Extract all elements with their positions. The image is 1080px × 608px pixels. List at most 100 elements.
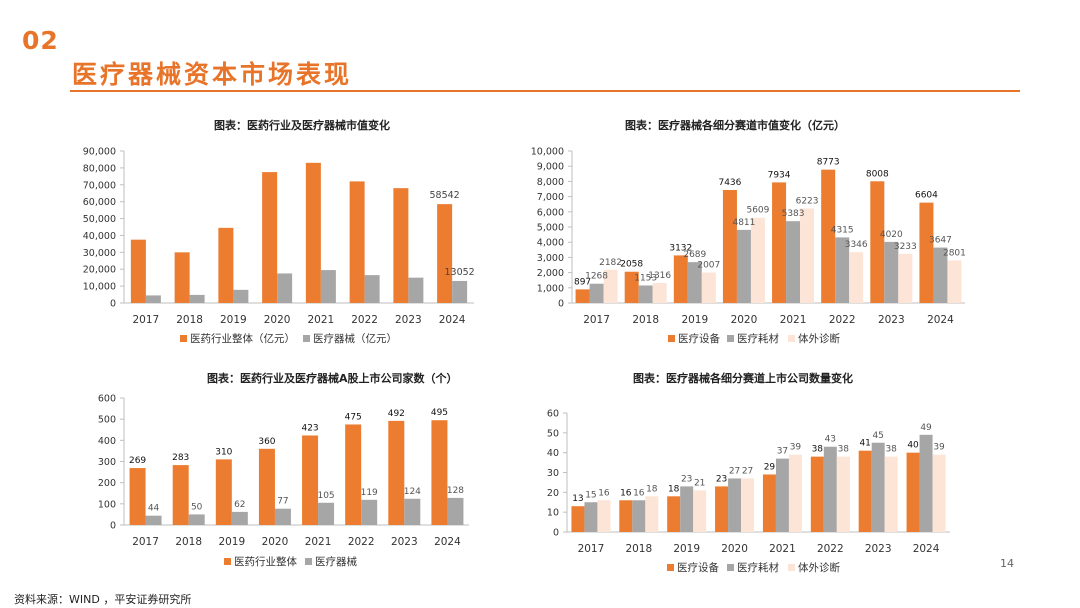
chart1-xtick-label: 2020 [264,314,291,326]
chart3-xtick-label: 2020 [262,536,289,548]
chart2-ytick-label: 7,000 [537,192,564,203]
chart4-xtick-label: 2022 [817,543,844,555]
chart3-xtick-label: 2023 [391,536,418,548]
chart1-bar-0-2020 [262,172,278,303]
chart2-data-label: 3346 [845,240,868,250]
chart3-bar-0-2024 [431,420,448,525]
chart1-bar-1-2019 [233,289,249,303]
chart1-xtick-label: 2017 [133,314,160,326]
chart4-ytick-label: 10 [547,508,559,519]
chart1-ytick-label: 10,000 [83,282,116,293]
chart1-bar-1-2022 [364,275,380,303]
chart2-bar-0-2024 [919,202,934,303]
chart1-bar-0-2023 [393,188,409,303]
chart3-legend-label-1: 医疗器械 [315,555,357,568]
chart2-data-label: 1153 [634,273,657,283]
chart1-xtick-label: 2021 [308,314,335,326]
chart4-data-label: 41 [859,439,870,449]
chart2-bar-1-2019 [687,262,702,303]
chart4-data-label: 16 [598,488,610,498]
chart2-data-label: 4020 [880,230,903,240]
chart2-xtick-label: 2020 [731,314,758,326]
chart4-data-label: 23 [716,474,727,484]
chart4-xtick-label: 2019 [673,543,700,555]
chart4-bar-2-2023 [884,456,898,532]
chart4-data-label: 38 [812,445,824,455]
chart2-xtick-label: 2024 [927,314,954,326]
chart3-data-label: 310 [215,447,232,457]
chart1-ytick-label: 90,000 [83,147,116,158]
chart2-data-label: 2801 [943,248,966,258]
chart1-bar-1-2020 [277,273,293,303]
chart4-data-label: 29 [764,462,776,472]
chart3-bar-1-2021 [318,502,335,525]
chart4-data-label: 39 [933,443,945,453]
chart2-xtick-label: 2023 [878,314,905,326]
chart1-data-label: 58542 [430,190,460,201]
chart4-data-label: 23 [681,474,692,484]
chart3-data-label: 492 [388,409,405,419]
chart3-data-label: 495 [431,408,448,418]
chart4-data-label: 21 [694,478,705,488]
chart4-bar-1-2018 [632,500,646,532]
chart2-legend-label-2: 体外诊断 [798,332,840,345]
chart2-ytick-label: 2,000 [537,268,564,279]
chart3-ytick-label: 500 [98,415,116,426]
chart3-data-label: 77 [277,497,288,507]
chart1-bar-0-2021 [305,162,321,303]
chart3-data-label: 124 [404,487,421,497]
chart2-bar-0-2019 [673,255,688,303]
chart1-legend-swatch-1 [303,335,310,342]
chart2-data-label: 7436 [718,178,741,188]
chart3-ytick-label: 600 [98,394,116,405]
chart1-bar-0-2019 [218,227,234,303]
chart2-data-label: 3132 [669,243,692,253]
chart2-ytick-label: 0 [558,299,564,310]
chart3-legend-swatch-0 [224,558,231,565]
chart4-xtick-label: 2024 [913,543,940,555]
chart3-ytick-label: 300 [98,457,116,468]
chart3-legend-label-0: 医药行业整体 [234,555,297,568]
chart2-data-label: 1316 [648,271,671,281]
chart3-data-label: 269 [129,456,146,466]
chart4-legend-label-1: 医疗耗材 [737,561,779,574]
chart4-data-label: 16 [620,488,632,498]
chart1-ytick-label: 70,000 [83,180,116,191]
chart2-legend-label-1: 医疗耗材 [737,332,779,345]
chart4-data-label: 38 [885,445,897,455]
chart1-bar-0-2018 [174,252,190,303]
chart2-bar-0-2021 [772,182,787,303]
chart3-bar-1-2019 [231,511,248,525]
chart4-legend-label-2: 体外诊断 [798,561,840,574]
chart4-xtick-label: 2018 [625,543,652,555]
chart3-data-label: 62 [234,500,245,510]
chart2-data-label: 5383 [782,209,805,219]
chart1-ytick-label: 20,000 [83,265,116,276]
chart3-ytick-label: 100 [98,499,116,510]
chart4-ytick-label: 20 [547,488,559,499]
chart3-bar-0-2023 [388,420,405,525]
chart3-ytick-label: 0 [110,521,116,532]
chart1-ytick-label: 0 [110,299,116,310]
chart2-data-label: 2182 [599,258,622,268]
chart4-data-label: 39 [790,443,802,453]
chart3-bar-1-2024 [447,497,464,525]
chart4-xtick-label: 2023 [865,543,892,555]
chart3-bar-1-2022 [361,499,378,525]
chart2-data-label: 5609 [746,206,769,216]
chart4-bar-0-2017 [571,506,585,532]
source-note: 资料来源：WIND ，平安证券研究所 [14,593,192,606]
chart4-bar-0-2022 [810,456,824,532]
chart2-legend-label-0: 医疗设备 [678,332,720,345]
chart3-xtick-label: 2019 [218,536,245,548]
chart4-bar-1-2023 [871,442,885,532]
chart2-ytick-label: 10,000 [531,147,564,158]
chart2-bar-1-2017 [589,283,604,303]
chart3-bar-0-2017 [129,468,146,525]
chart2-xtick-label: 2021 [780,314,807,326]
chart4-data-label: 37 [777,447,788,457]
chart4-bar-1-2024 [919,434,933,532]
chart4-bar-2-2021 [788,454,802,532]
chart4-bar-2-2020 [741,478,755,532]
chart4-xtick-label: 2020 [721,543,748,555]
